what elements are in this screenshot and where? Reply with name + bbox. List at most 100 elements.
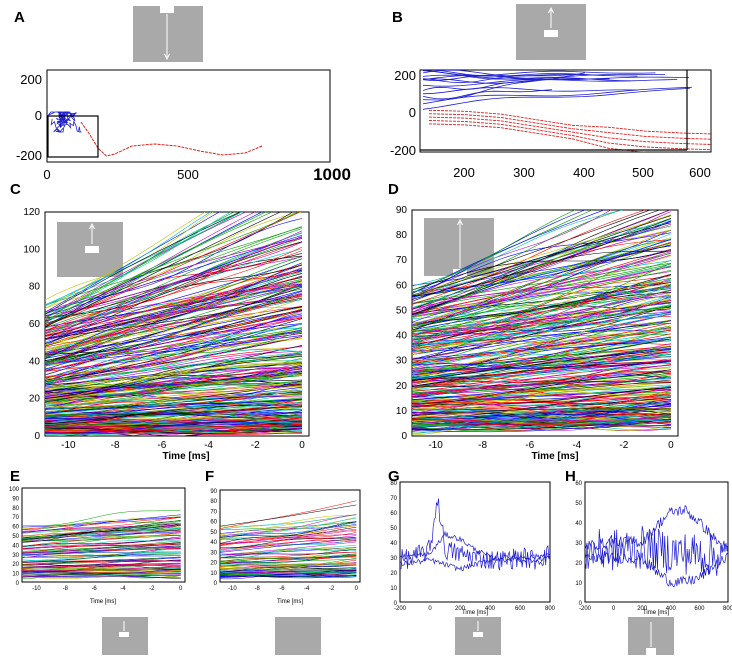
trace-line [45,212,273,327]
trace-line [45,212,235,319]
trace-line [412,222,671,292]
trace-line [412,210,586,297]
trace-line [412,313,671,346]
trace-line [22,529,181,540]
x-tick-d: -8 [478,440,487,451]
trace-line [45,323,303,354]
trace-line [412,356,671,378]
trace-line [220,534,357,544]
x-tick-b: 400 [573,165,595,180]
trace-line [412,266,671,316]
x-axis-label-h: Time [ms] [643,610,669,616]
y-tick-a: 200 [20,72,42,87]
trajectory-red [428,116,711,145]
y-tick-g: 60 [390,511,397,517]
trace-line [412,408,671,417]
trace-line [412,325,671,376]
y-tick-d: 70 [396,255,408,266]
trace-line [45,328,303,384]
trace-line [220,500,357,529]
y-tick-d: 10 [396,406,408,417]
trajectory-red [428,109,711,135]
y-tick-b: 0 [409,105,416,120]
trace-line [45,226,303,306]
chart-panel-b: 200 0 -200 200 300 400 500 600 [390,68,712,180]
trace-line [220,536,357,545]
trace-line [412,338,671,381]
trace-line [45,271,303,332]
trace-line [45,410,302,429]
y-tick-e: 60 [12,525,19,531]
trace-line [220,572,357,577]
trace-line [412,277,671,327]
trace-line [220,539,357,551]
trajectory-blue [62,119,82,133]
trace-line [412,229,672,302]
trace-line [412,364,671,395]
trace-line [220,551,357,559]
y-tick-e: 10 [12,572,19,578]
trace-line [45,212,282,328]
trace-line [45,296,303,364]
trace-line [45,316,303,366]
y-tick-d: 20 [396,381,408,392]
x-tick-b: 600 [689,165,711,180]
trace-line [22,527,181,534]
trace-line [45,416,303,432]
trace-line [412,417,671,424]
trace-line [45,230,303,320]
plot-frame-a [46,69,331,163]
trace-line [412,412,671,428]
plot-frame-b [419,69,712,153]
x-tick-d: -4 [572,440,581,451]
trace-line [22,539,181,550]
x-tick-d: 0 [668,440,674,451]
trace-line [412,384,671,399]
x-tick-h: 200 [637,606,648,612]
trace-line [412,328,671,352]
trace-line [412,271,671,304]
y-tick-e: 0 [16,581,20,587]
y-tick-e: 30 [12,553,19,559]
y-tick-c: 20 [29,394,41,405]
trace-line [412,407,671,418]
trace-line [45,284,303,341]
trace-line [45,404,302,424]
y-tick-g: 0 [394,601,398,607]
trace-line [45,212,206,309]
trace-line [220,514,357,530]
trace-line [45,345,303,389]
trace-line [220,556,357,564]
trajectory-red [428,113,711,140]
trace-line [412,223,671,297]
y-tick-f: 50 [210,530,217,536]
x-tick-d: -6 [525,440,534,451]
y-tick-e: 20 [12,562,19,568]
chart-panel-f: 0 10 20 30 40 50 60 70 80 90 -10 -8 -6 -4 -2 0 Time [m… [210,489,361,605]
y-tick-e: 70 [12,515,19,521]
trace-line [412,245,671,323]
trace-line [45,212,221,313]
trace-line [220,517,357,537]
trace-line [412,410,671,420]
trace-line [412,310,671,346]
trace-line [412,239,671,292]
trace-line [45,323,303,383]
trace-line [412,418,671,435]
trace-line [412,214,671,297]
x-tick-h: 400 [666,606,677,612]
y-tick-a: 0 [35,108,42,123]
series-upper [585,505,728,553]
x-tick-a: 0 [43,167,50,182]
trace-line [22,574,181,578]
y-tick-c: 120 [23,207,40,218]
trace-line [220,548,357,556]
trace-line [45,361,303,387]
x-tick-h: 800 [723,606,732,612]
trace-line [45,295,303,348]
y-tick-c: 40 [29,356,41,367]
y-tick-h: 40 [575,521,582,527]
y-tick-c: 100 [23,244,40,255]
trace-line [412,270,671,338]
